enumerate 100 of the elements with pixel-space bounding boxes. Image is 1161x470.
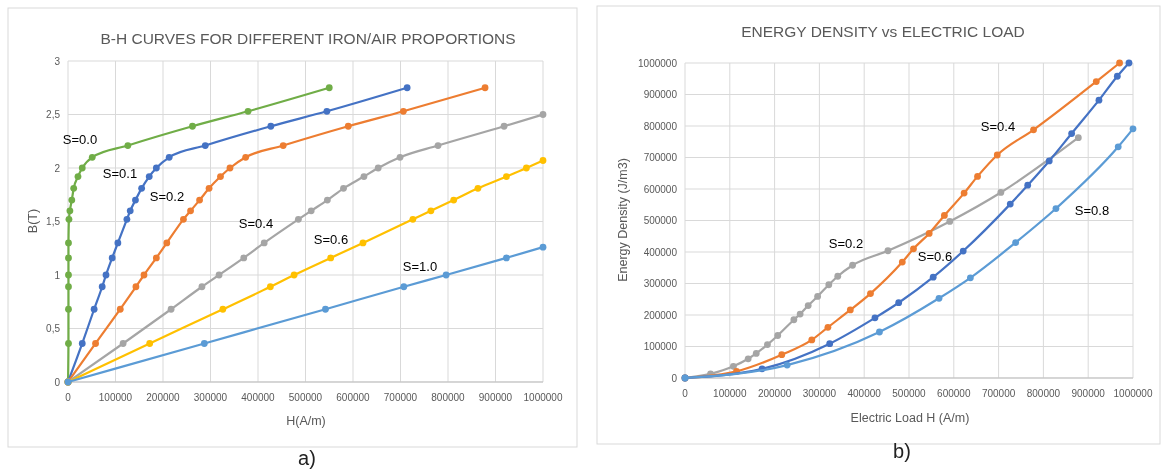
- point: [539, 243, 547, 251]
- point: [522, 164, 530, 172]
- point: [65, 271, 72, 279]
- point: [442, 271, 450, 279]
- point: [1045, 157, 1053, 165]
- point: [946, 218, 954, 225]
- point: [78, 164, 86, 172]
- point: [226, 164, 234, 172]
- point: [163, 239, 171, 247]
- point: [138, 184, 146, 192]
- x-tick-label: 800000: [1026, 387, 1061, 399]
- point: [1092, 78, 1100, 85]
- point: [1116, 59, 1123, 67]
- point: [764, 341, 771, 349]
- point: [481, 84, 489, 92]
- point: [539, 157, 547, 164]
- x-tick-label: 700000: [383, 391, 418, 403]
- point: [145, 173, 153, 180]
- y-tick-label: 500000: [643, 215, 678, 226]
- point: [959, 247, 967, 255]
- point: [119, 340, 127, 347]
- point: [201, 142, 209, 149]
- x-axis-title: H(A/m): [286, 414, 326, 428]
- x-tick-label: 500000: [288, 391, 323, 403]
- point: [116, 305, 124, 313]
- point: [804, 302, 812, 309]
- point: [167, 305, 175, 313]
- point: [503, 173, 510, 180]
- point: [294, 215, 302, 223]
- x-tick-label: 100000: [98, 391, 133, 403]
- y-tick-label: 0: [54, 376, 61, 388]
- point: [409, 215, 417, 223]
- x-tick-label: 200000: [146, 391, 181, 403]
- point: [399, 107, 407, 115]
- series-label: S=0.4: [238, 215, 274, 231]
- y-tick-label: 600000: [643, 183, 678, 195]
- y-tick-label: 400000: [643, 246, 678, 258]
- y-tick-label: 800000: [643, 120, 678, 132]
- point: [910, 245, 917, 253]
- point: [132, 283, 140, 291]
- series-label: S=0.8: [1074, 202, 1110, 218]
- point: [200, 340, 208, 347]
- x-tick-label: 0: [65, 391, 72, 403]
- x-tick-label: 900000: [478, 391, 513, 403]
- y-tick-label: 100000: [643, 341, 678, 352]
- point: [826, 340, 834, 348]
- x-tick-label: 600000: [336, 391, 371, 403]
- point: [884, 247, 892, 255]
- point: [279, 142, 287, 149]
- point: [790, 316, 798, 324]
- x-tick-label: 500000: [892, 387, 927, 399]
- point: [1012, 239, 1020, 246]
- point: [65, 254, 72, 262]
- point: [74, 173, 82, 180]
- point: [267, 122, 275, 130]
- point: [344, 122, 352, 130]
- point: [867, 290, 874, 297]
- point: [140, 271, 148, 279]
- point: [929, 273, 937, 281]
- point: [849, 261, 856, 269]
- point: [66, 207, 74, 215]
- point: [215, 271, 223, 279]
- point: [180, 215, 187, 223]
- point: [65, 283, 72, 291]
- text: b): [893, 440, 911, 462]
- point: [474, 184, 482, 192]
- point: [400, 283, 408, 291]
- point: [752, 350, 760, 357]
- point: [783, 361, 791, 369]
- point: [65, 215, 73, 223]
- point: [846, 306, 854, 314]
- point: [360, 173, 368, 180]
- point: [1095, 96, 1103, 104]
- y-tick-label: 1: [54, 269, 61, 281]
- x-tick-label: 700000: [981, 387, 1016, 399]
- point: [187, 207, 194, 215]
- x-axis-title: Electric Load H (A/m): [850, 411, 970, 425]
- point: [895, 299, 903, 307]
- point: [1068, 130, 1076, 137]
- chart-title: B-H CURVES FOR DIFFERENT IRON/AIR PROPORTIONS: [100, 29, 516, 47]
- point: [189, 122, 196, 130]
- point: [124, 142, 132, 149]
- x-tick-label: 1000000: [523, 391, 563, 403]
- y-tick-label: 1,5: [46, 216, 61, 227]
- y-tick-label: 2,5: [46, 109, 61, 120]
- point: [825, 281, 833, 289]
- point: [500, 122, 508, 130]
- point: [824, 323, 832, 331]
- x-tick-label: 400000: [241, 391, 276, 403]
- point: [396, 153, 404, 161]
- point: [78, 340, 86, 347]
- point: [260, 239, 268, 247]
- point: [503, 254, 510, 262]
- point: [290, 271, 298, 279]
- point: [729, 362, 737, 370]
- point: [539, 111, 547, 118]
- y-tick-label: 0: [671, 372, 678, 384]
- point: [974, 173, 981, 180]
- point: [132, 196, 139, 204]
- point: [108, 254, 116, 262]
